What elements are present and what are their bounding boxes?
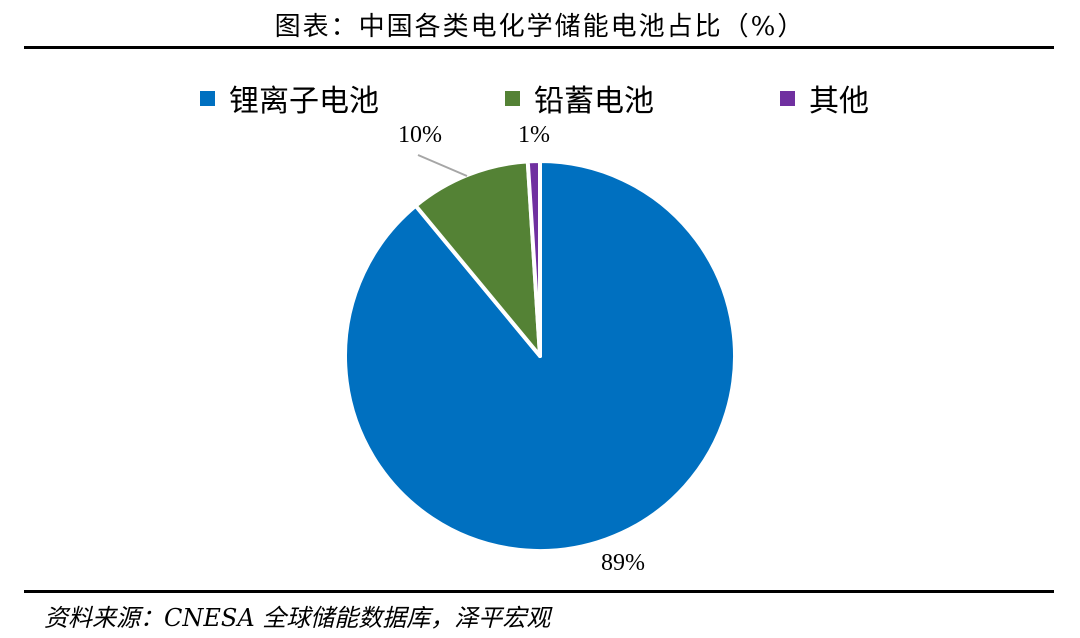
- legend-label-other: 其他: [809, 84, 869, 119]
- legend-label-lead-acid: 铅蓄电池: [534, 84, 654, 119]
- legend-item-lead-acid: 铅蓄电池: [505, 76, 654, 120]
- pie-slice-other: [525, 159, 542, 358]
- top-rule: [24, 46, 1054, 49]
- data-label-lead-acid: 10%: [398, 122, 442, 148]
- legend-label-lithium: 锂离子电池: [229, 84, 379, 119]
- source-note: 资料来源：CNESA 全球储能数据库，泽平宏观: [44, 604, 551, 632]
- data-label-other: 1%: [518, 122, 550, 148]
- chart-title: 图表：中国各类电化学储能电池占比（%）: [274, 12, 806, 42]
- legend-swatch-lithium: [200, 90, 215, 106]
- legend-item-lithium: 锂离子电池: [200, 76, 379, 120]
- leader-line-lead-acid: [417, 154, 468, 177]
- data-label-lithium: 89%: [601, 550, 645, 576]
- legend-swatch-lead-acid: [505, 90, 520, 106]
- pie-slice-lead-acid: [413, 159, 542, 358]
- bottom-rule: [24, 590, 1054, 593]
- legend-swatch-other: [780, 90, 795, 106]
- legend-item-other: 其他: [780, 76, 869, 120]
- legend: 锂离子电池 铅蓄电池 其他: [0, 76, 1080, 119]
